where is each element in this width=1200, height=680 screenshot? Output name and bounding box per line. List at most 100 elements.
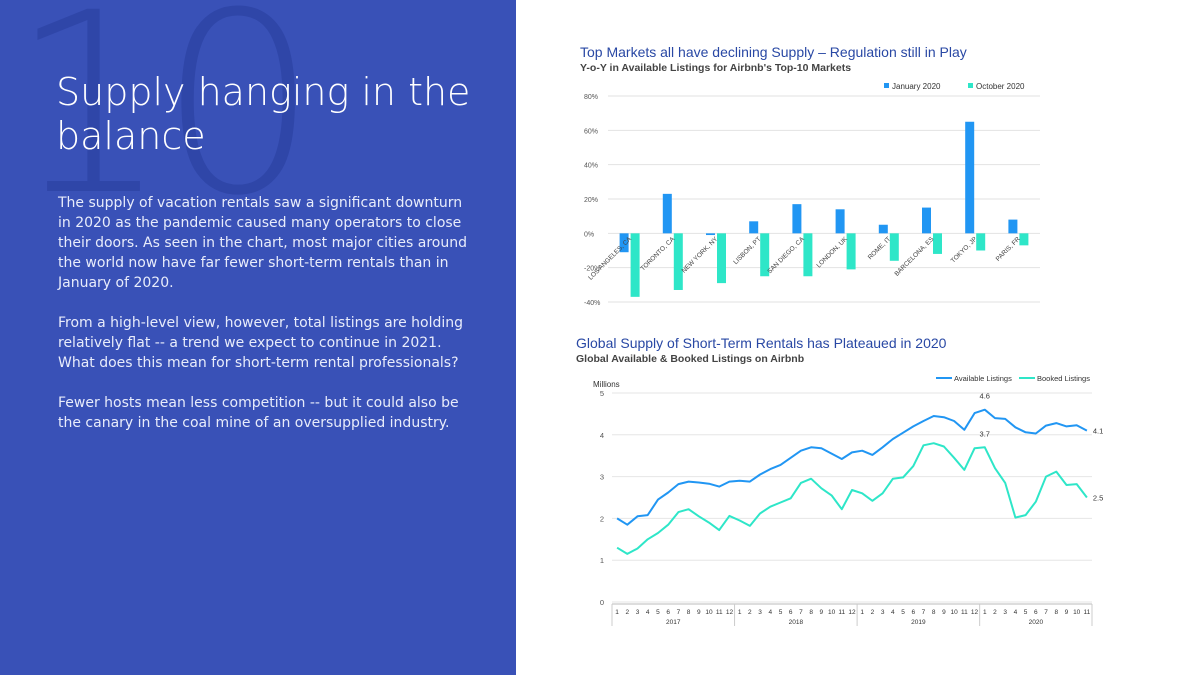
bar-chart-subtitle: Y-o-Y in Available Listings for Airbnb's… [580, 62, 851, 74]
month-tick-label: 9 [820, 609, 824, 616]
y-tick-label: -40% [584, 300, 600, 307]
bar-chart: Top Markets all have declining Supply – … [580, 44, 1040, 307]
bar-jan-2020 [706, 233, 715, 236]
left-panel: 10 Supply hanging in the balance The sup… [0, 0, 516, 675]
bar-oct-2020 [717, 233, 726, 284]
month-tick-label: 12 [971, 609, 979, 616]
month-tick-label: 2 [871, 609, 875, 616]
bar-jan-2020 [792, 204, 802, 234]
booked-listings-line [616, 442, 1088, 555]
month-tick-label: 1 [615, 609, 619, 616]
category-label: BARCELONA, ES [893, 235, 935, 277]
month-tick-label: 3 [758, 609, 762, 616]
charts-svg: Top Markets all have declining Supply – … [576, 44, 1103, 626]
legend-label: Available Listings [954, 374, 1012, 383]
bar-jan-2020 [662, 193, 672, 234]
y-tick-label: 40% [584, 163, 598, 170]
bar-oct-2020 [803, 233, 813, 277]
y-tick-label: 0% [584, 231, 594, 238]
month-tick-label: 8 [809, 609, 813, 616]
month-tick-label: 2 [748, 609, 752, 616]
month-tick-label: 7 [922, 609, 926, 616]
month-tick-label: 3 [881, 609, 885, 616]
month-tick-label: 5 [779, 609, 783, 616]
line-chart-title: Global Supply of Short-Term Rentals has … [576, 335, 947, 351]
y-tick-label: 5 [600, 389, 604, 398]
month-tick-label: 12 [848, 609, 856, 616]
month-tick-label: 11 [1084, 609, 1091, 616]
data-label: 4.1 [1093, 427, 1103, 436]
y-tick-label: 2 [600, 514, 604, 523]
month-tick-label: 1 [860, 609, 864, 616]
month-tick-label: 8 [932, 609, 936, 616]
bar-chart-title: Top Markets all have declining Supply – … [580, 44, 967, 60]
month-tick-label: 12 [726, 609, 734, 616]
month-tick-label: 10 [1073, 609, 1081, 616]
month-tick-label: 7 [799, 609, 803, 616]
category-label: ROME, IT [867, 236, 892, 261]
y-tick-label: 80% [584, 94, 598, 101]
y-tick-label: 4 [600, 431, 604, 440]
month-tick-label: 10 [951, 609, 959, 616]
legend-label: October 2020 [976, 82, 1025, 91]
y-tick-label: 20% [584, 197, 598, 204]
month-tick-label: 6 [789, 609, 793, 616]
line-chart-legend: Available Listings Booked Listings [936, 374, 1090, 383]
month-tick-label: 5 [1024, 609, 1028, 616]
line-chart: Global Supply of Short-Term Rentals has … [576, 335, 1103, 626]
legend-swatch [884, 83, 889, 88]
month-tick-label: 1 [983, 609, 987, 616]
year-label: 2020 [1029, 619, 1044, 626]
year-label: 2019 [911, 619, 926, 626]
bar-oct-2020 [846, 233, 856, 270]
month-tick-label: 3 [636, 609, 640, 616]
category-label: LOS ANGELES, CA [587, 235, 633, 281]
bar-oct-2020 [630, 233, 640, 297]
month-tick-label: 6 [1034, 609, 1038, 616]
bar-oct-2020 [976, 233, 986, 251]
bar-jan-2020 [749, 221, 759, 234]
category-label: LONDON, UK [815, 235, 849, 269]
category-label: SAN DIEGO, CA [766, 235, 806, 275]
y-tick-label: 60% [584, 128, 598, 135]
month-tick-label: 2 [626, 609, 630, 616]
category-label: PARIS, FR [995, 236, 1022, 263]
bar-jan-2020 [922, 207, 931, 234]
bar-oct-2020 [889, 233, 899, 261]
paragraph: From a high-level view, however, total l… [58, 315, 464, 371]
page-title: Supply hanging in the balance [56, 70, 471, 158]
data-label: 2.5 [1093, 494, 1103, 503]
month-tick-label: 3 [1003, 609, 1007, 616]
bar-oct-2020 [1019, 233, 1029, 246]
bar-jan-2020 [965, 121, 975, 234]
month-tick-label: 9 [1065, 609, 1069, 616]
month-tick-label: 6 [666, 609, 670, 616]
legend-label: January 2020 [892, 82, 941, 91]
month-tick-label: 8 [1054, 609, 1058, 616]
month-tick-label: 9 [942, 609, 946, 616]
bar-jan-2020 [835, 209, 845, 234]
month-tick-label: 7 [677, 609, 681, 616]
paragraph: Fewer hosts mean less competition -- but… [58, 395, 459, 431]
month-tick-label: 10 [705, 609, 713, 616]
month-tick-label: 7 [1044, 609, 1048, 616]
month-tick-label: 2 [993, 609, 997, 616]
year-label: 2017 [666, 619, 681, 626]
year-label: 2018 [789, 619, 804, 626]
y-tick-label: -20% [584, 266, 600, 273]
month-tick-label: 5 [656, 609, 660, 616]
bar-chart-legend: January 2020 October 2020 [884, 82, 1025, 91]
body-text: The supply of vacation rentals saw a sig… [58, 193, 478, 453]
month-tick-label: 5 [901, 609, 905, 616]
month-tick-label: 11 [838, 609, 845, 616]
slide-number: 10 [10, 0, 318, 250]
category-label: TORONTO, CA [640, 235, 677, 272]
charts-panel: Top Markets all have declining Supply – … [516, 0, 1200, 675]
bar-jan-2020 [1008, 219, 1018, 234]
month-tick-label: 1 [738, 609, 742, 616]
y-tick-label: 1 [600, 556, 604, 565]
month-tick-label: 9 [697, 609, 701, 616]
bar-oct-2020 [673, 233, 683, 290]
month-tick-label: 4 [1014, 609, 1018, 616]
data-label: 3.7 [980, 429, 990, 438]
